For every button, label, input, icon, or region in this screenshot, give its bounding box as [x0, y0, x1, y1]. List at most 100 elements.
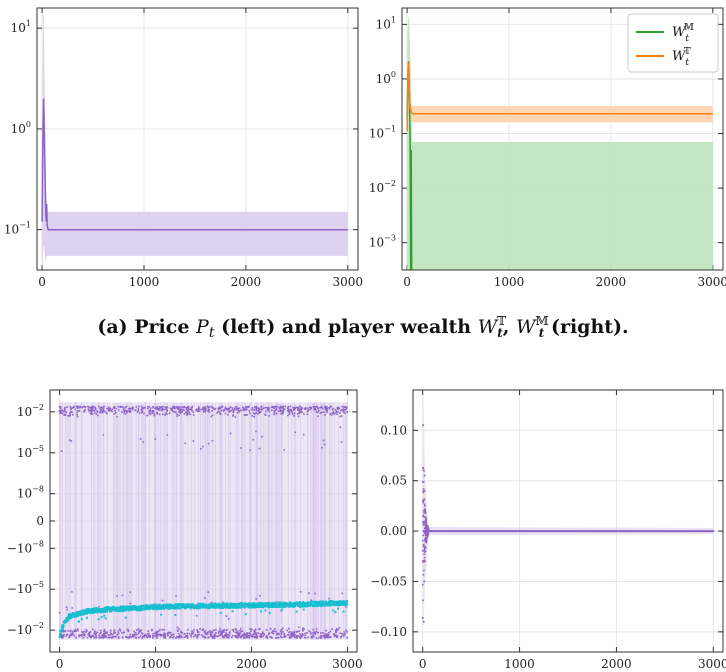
symlog-point: [243, 634, 246, 637]
linear-point: [424, 508, 426, 510]
symlog-point: [62, 410, 65, 413]
symlog-point: [281, 411, 284, 414]
legend-label: Wt𝕋: [672, 47, 691, 68]
symlog-point: [315, 411, 318, 414]
symlog-cyan-point: [321, 600, 324, 603]
symlog-cyan-point: [218, 604, 221, 607]
symlog-cyan-point: [259, 604, 262, 607]
symlog-point: [149, 634, 151, 637]
symlog-point: [226, 636, 229, 639]
linear-point: [431, 530, 434, 532]
linear-point: [425, 525, 428, 527]
symlog-point: [161, 599, 164, 602]
symlog-point: [324, 405, 327, 408]
symlog-point: [83, 630, 85, 633]
symlog-cyan-point: [216, 606, 219, 609]
symlog-point: [84, 406, 87, 408]
symlog-cyan-point: [70, 617, 73, 620]
symlog-point: [89, 412, 92, 414]
symlog-point: [173, 405, 176, 408]
linear-point: [426, 528, 429, 530]
symlog-cyan-point: [66, 616, 69, 619]
symlog-point: [180, 411, 182, 414]
symlog-point: [304, 632, 306, 635]
symlog-point: [179, 408, 182, 411]
symlog-cyan-point: [199, 606, 202, 609]
price-xtick-label: 2000: [231, 275, 262, 289]
symlog-point: [176, 415, 179, 417]
linear-band: [422, 390, 714, 632]
symlog-point: [340, 441, 343, 443]
symlog-cyan-point: [96, 611, 99, 614]
symlog-point: [297, 409, 299, 411]
symlog-cyan-point: [253, 602, 256, 605]
symlog-point: [196, 634, 199, 637]
symlog-point: [228, 411, 230, 413]
symlog-point: [90, 412, 92, 415]
symlog-point: [97, 405, 100, 408]
symlog-point: [324, 414, 326, 416]
symlog-point: [158, 409, 161, 411]
symlog-point: [59, 409, 62, 412]
symlog-point: [102, 409, 105, 411]
symlog-point: [75, 405, 78, 408]
symlog-point: [274, 409, 277, 412]
symlog-cyan-point: [91, 611, 94, 614]
symlog-point: [165, 412, 167, 414]
symlog-point: [263, 633, 265, 635]
symlog-point: [235, 406, 237, 408]
symlog-point: [103, 635, 106, 638]
symlog-point: [167, 634, 169, 637]
linear-point: [422, 491, 425, 494]
symlog-point: [253, 631, 256, 633]
symlog-point: [113, 413, 116, 415]
symlog-point: [77, 410, 79, 412]
symlog-point: [296, 631, 299, 633]
symlog-point: [161, 409, 163, 412]
symlog-point: [252, 635, 255, 638]
symlog-point: [339, 632, 342, 635]
symlog-point: [137, 628, 140, 630]
symlog-cyan-point: [171, 604, 174, 607]
linear-point: [424, 505, 426, 507]
symlog-point: [245, 414, 248, 416]
linear-point: [421, 481, 424, 483]
symlog-point: [137, 407, 140, 410]
symlog-point: [169, 636, 172, 639]
symlog-cyan-point: [82, 609, 85, 612]
symlog-point: [65, 411, 68, 414]
symlog-point: [282, 630, 284, 633]
symlog-cyan-point: [345, 603, 348, 606]
symlog-cyan-point: [85, 616, 88, 619]
symlog-point: [104, 632, 107, 635]
symlog-cyan-point: [79, 611, 82, 614]
symlog-point: [337, 628, 339, 631]
symlog-point: [162, 405, 164, 408]
symlog-point: [168, 631, 170, 634]
symlog-cyan-point: [201, 605, 204, 608]
symlog-point: [224, 407, 227, 410]
symlog-point: [70, 440, 73, 442]
symlog-point: [156, 633, 159, 636]
symlog-point: [61, 412, 64, 415]
symlog-point: [344, 409, 347, 411]
price-series-band: [42, 13, 348, 270]
symlog-cyan-point: [302, 601, 305, 604]
symlog-point: [159, 408, 161, 410]
legend-label: Wt𝕄: [672, 23, 694, 44]
linear-frame: [412, 389, 724, 653]
symlog-cyan-point: [230, 602, 233, 605]
symlog-point: [300, 410, 302, 413]
symlog-point: [178, 414, 180, 417]
symlog-point: [147, 406, 149, 408]
symlog-point: [202, 628, 205, 630]
symlog-point: [135, 636, 138, 639]
symlog-point: [146, 633, 149, 635]
symlog-point: [110, 633, 113, 635]
symlog-point: [122, 407, 125, 410]
symlog-cyan-point: [200, 603, 203, 606]
symlog-point: [154, 632, 156, 635]
symlog-point: [164, 413, 166, 416]
symlog-point: [163, 635, 166, 638]
linear-point: [426, 526, 429, 529]
